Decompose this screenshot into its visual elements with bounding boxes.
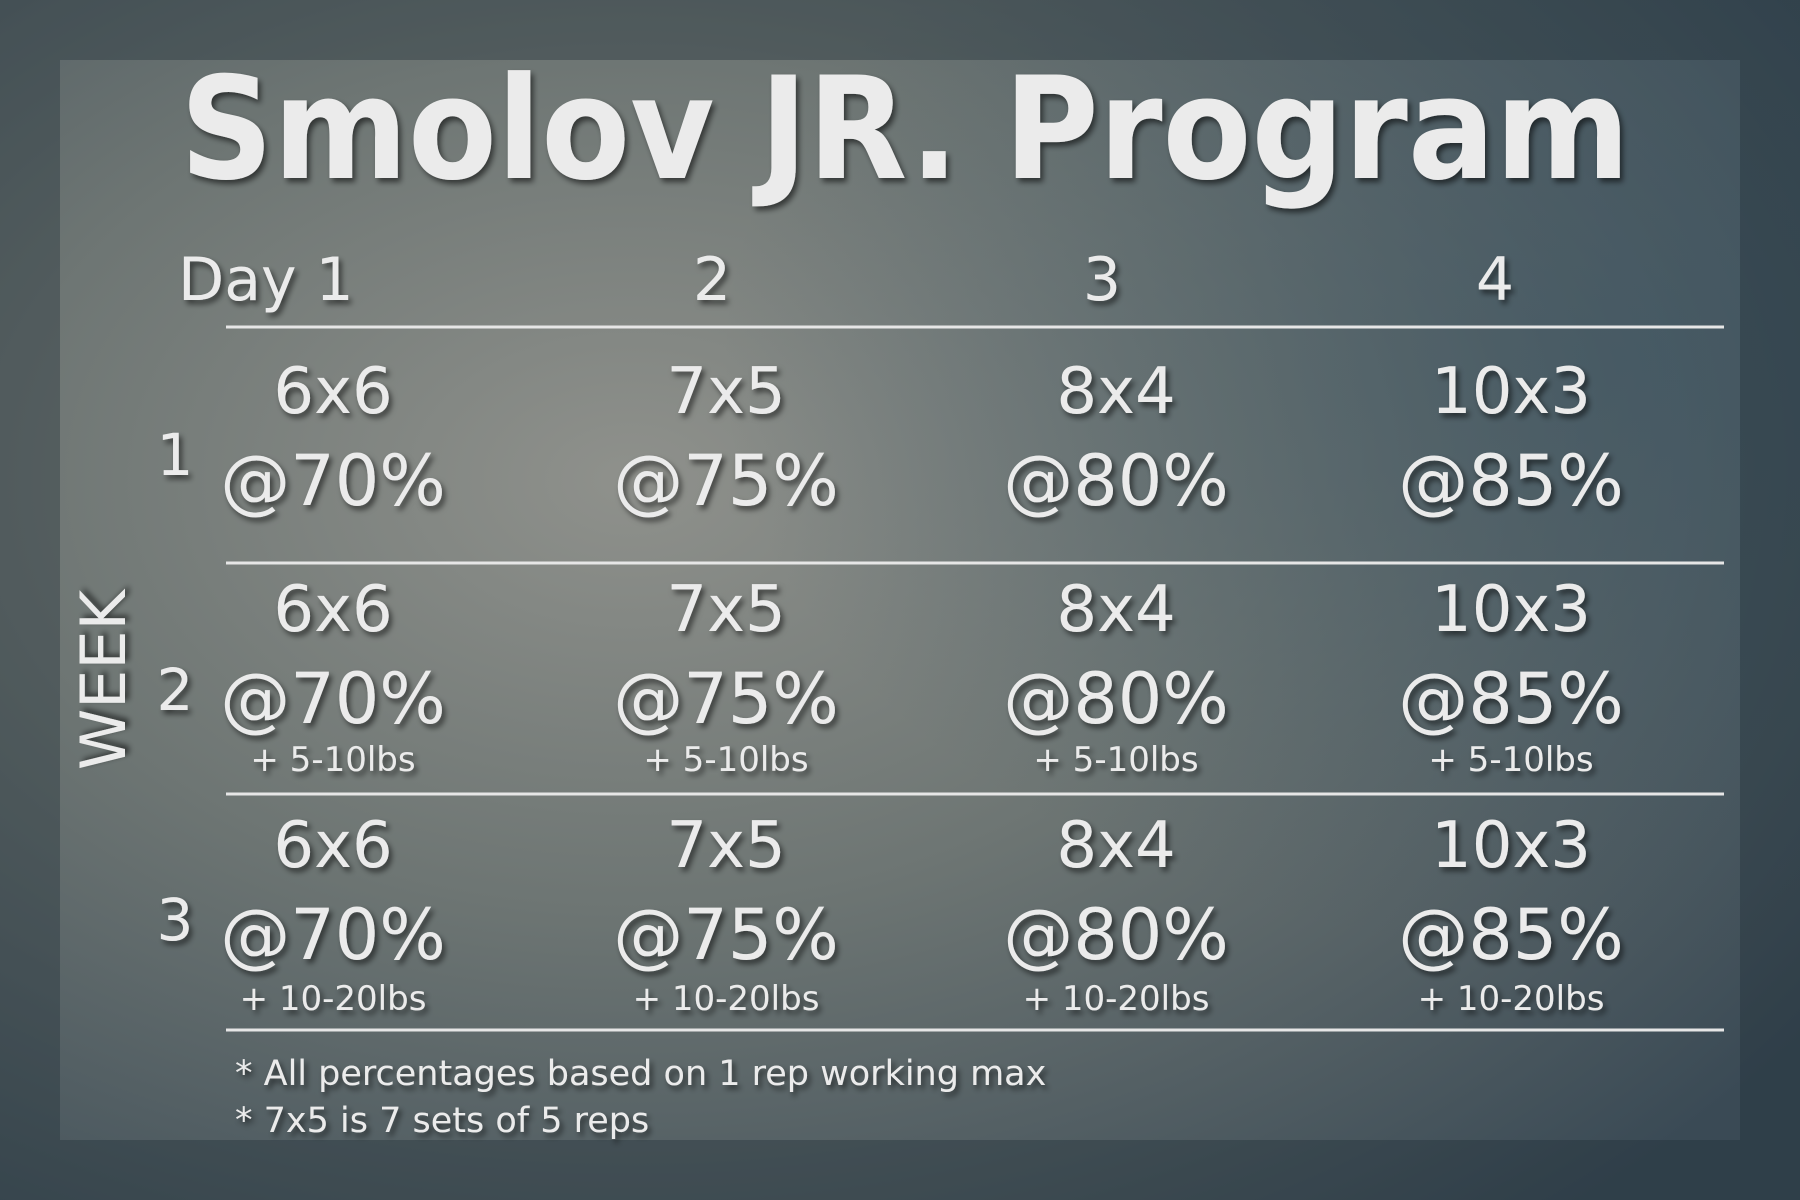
percent: @80%	[1003, 658, 1229, 740]
increment: + 10-20lbs	[1023, 979, 1210, 1019]
percent: @80%	[1003, 440, 1229, 522]
sets-reps: 7x5	[666, 355, 785, 429]
week-number: 1	[157, 421, 194, 489]
increment: + 5-10lbs	[1428, 740, 1593, 780]
percent: @70%	[220, 894, 446, 976]
sets-reps: 10x3	[1431, 809, 1591, 883]
percent: @85%	[1398, 894, 1624, 976]
note: * 7x5 is 7 sets of 5 reps	[235, 1101, 649, 1141]
note: * All percentages based on 1 rep working…	[235, 1054, 1046, 1094]
sets-reps: 7x5	[666, 573, 785, 647]
percent: @85%	[1398, 658, 1624, 740]
percent: @70%	[220, 658, 446, 740]
sets-reps: 8x4	[1056, 809, 1175, 883]
increment: + 5-10lbs	[250, 740, 415, 780]
day-header: Day 1	[178, 245, 354, 315]
percent: @75%	[613, 894, 839, 976]
week-number: 2	[157, 656, 194, 724]
day-header: 3	[1083, 245, 1121, 315]
percent: @75%	[613, 440, 839, 522]
sets-reps: 6x6	[273, 809, 392, 883]
increment: + 10-20lbs	[633, 979, 820, 1019]
sets-reps: 10x3	[1431, 355, 1591, 429]
percent: @85%	[1398, 440, 1624, 522]
increment: + 10-20lbs	[1418, 979, 1605, 1019]
sets-reps: 10x3	[1431, 573, 1591, 647]
increment: + 10-20lbs	[240, 979, 427, 1019]
percent: @80%	[1003, 894, 1229, 976]
increment: + 5-10lbs	[1033, 740, 1198, 780]
increment: + 5-10lbs	[643, 740, 808, 780]
sets-reps: 7x5	[666, 809, 785, 883]
percent: @75%	[613, 658, 839, 740]
percent: @70%	[220, 440, 446, 522]
sets-reps: 6x6	[273, 573, 392, 647]
sets-reps: 6x6	[273, 355, 392, 429]
sets-reps: 8x4	[1056, 355, 1175, 429]
title: Smolov JR. Program	[180, 47, 1630, 212]
week-number: 3	[157, 886, 194, 954]
week-label: WEEK	[67, 589, 140, 771]
day-header: 2	[693, 245, 731, 315]
day-header: 4	[1476, 245, 1514, 315]
sets-reps: 8x4	[1056, 573, 1175, 647]
